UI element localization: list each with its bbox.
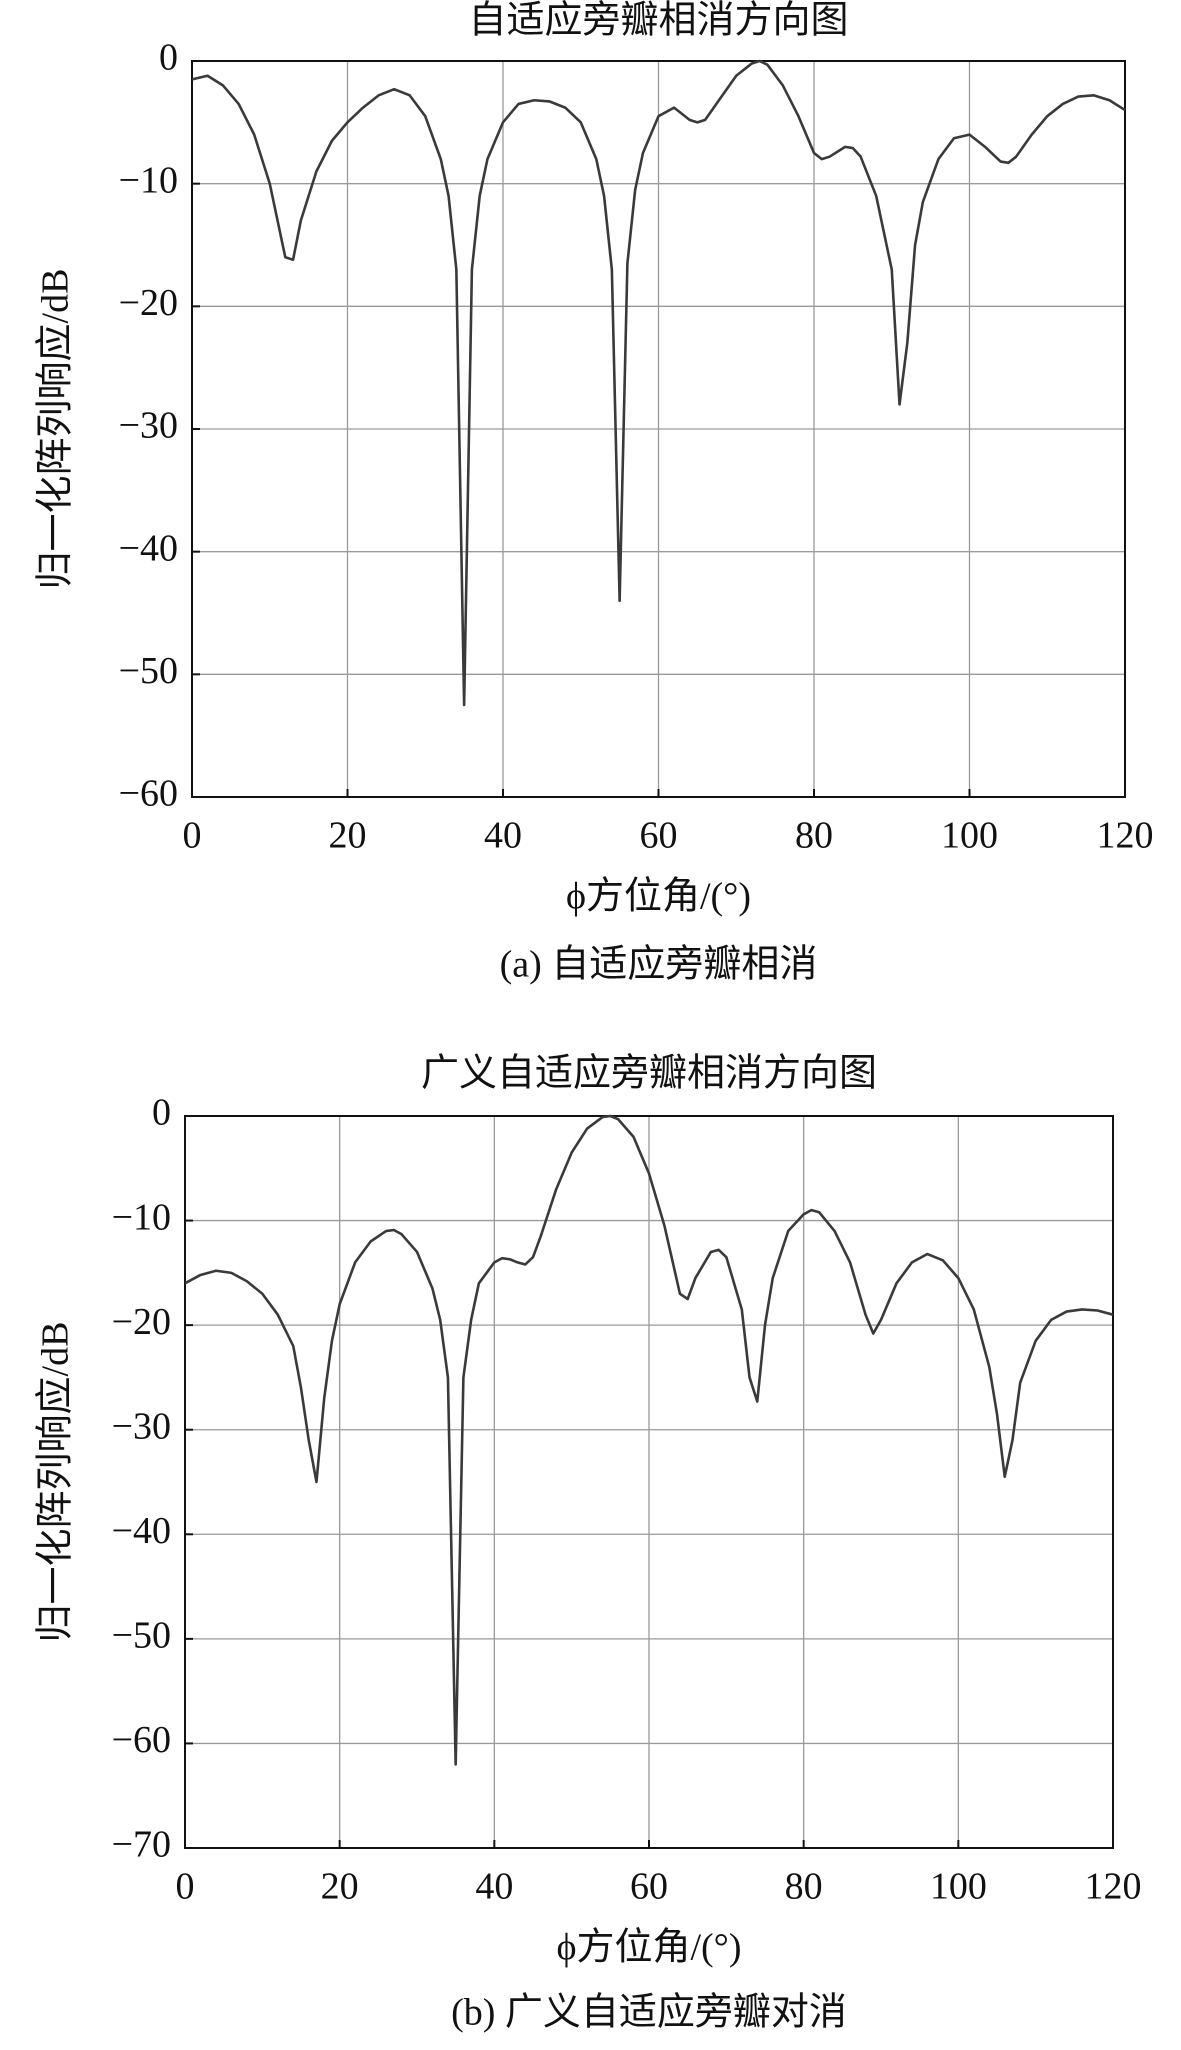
y-tick-label: −40 [119,527,178,569]
caption: (b) 广义自适应旁瓣对消 [451,1992,847,2034]
y-tick-label: 0 [159,37,178,79]
plot-frame [191,60,1126,798]
x-tick-label: 80 [785,1866,823,1908]
y-tick-label: −10 [112,1196,171,1238]
y-tick-label: −70 [112,1824,171,1866]
x-tick-label: 0 [176,1866,195,1908]
x-tick-label: 60 [640,815,678,857]
x-tick-label: 40 [475,1866,513,1908]
y-tick-label: −60 [112,1719,171,1761]
x-tick-label: 0 [183,815,202,857]
y-tick-label: −30 [112,1405,171,1447]
chart-title: 自适应旁瓣相消方向图 [468,0,848,42]
x-tick-label: 100 [941,815,998,857]
x-axis-label: ϕ方位角/(°) [566,876,751,918]
y-axis-label: 归一化阵列响应/dB [35,1322,77,1643]
x-tick-label: 80 [795,815,833,857]
x-tick-label: 40 [484,815,522,857]
y-tick-label: −60 [119,773,178,815]
y-axis-label: 归一化阵列响应/dB [35,269,77,590]
y-tick-label: −20 [119,282,178,324]
y-tick-label: −40 [112,1510,171,1552]
data-line [184,1114,1114,1766]
x-tick-label: 120 [1097,815,1154,857]
y-tick-label: −30 [119,405,178,447]
data-line [191,59,1126,707]
x-tick-label: 20 [321,1866,359,1908]
y-tick-label: −20 [112,1301,171,1343]
x-tick-label: 100 [930,1866,987,1908]
y-tick-label: −10 [119,159,178,201]
y-tick-label: 0 [152,1092,171,1134]
chart-title: 广义自适应旁瓣相消方向图 [421,1053,877,1095]
caption: (a) 自适应旁瓣相消 [500,944,818,986]
x-axis-label: ϕ方位角/(°) [556,1927,741,1969]
plot-frame [184,1115,1114,1849]
x-tick-label: 20 [329,815,367,857]
y-tick-label: −50 [119,650,178,692]
x-tick-label: 60 [630,1866,668,1908]
x-tick-label: 120 [1085,1866,1142,1908]
y-tick-label: −50 [112,1615,171,1657]
